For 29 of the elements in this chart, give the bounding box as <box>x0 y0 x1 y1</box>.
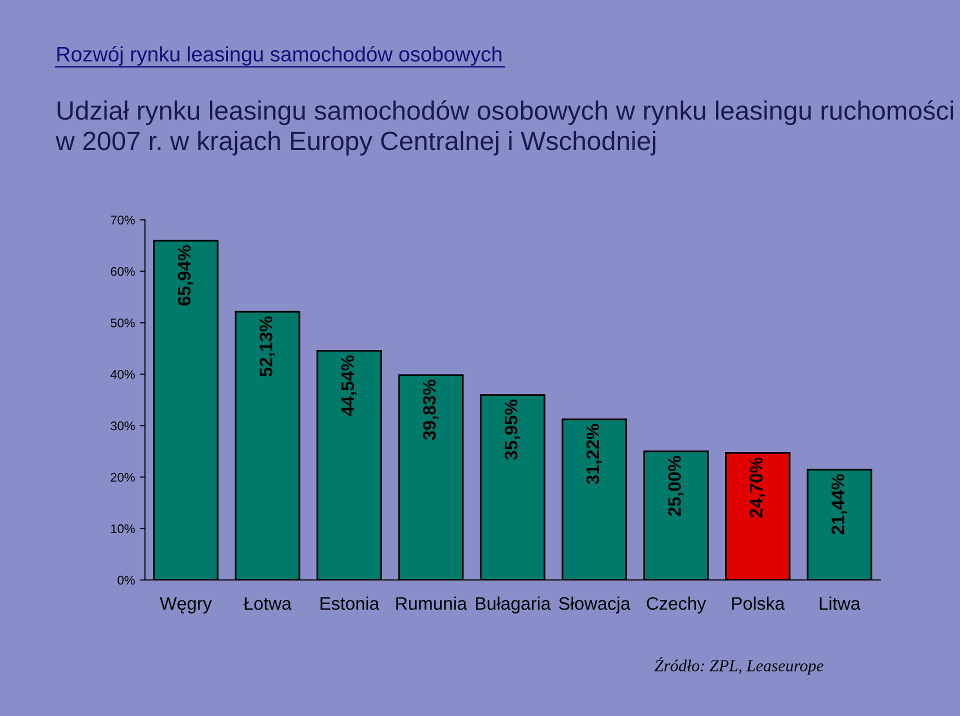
x-tick-label: Czechy <box>646 596 706 614</box>
y-tick-label: 20% <box>110 472 135 482</box>
x-tick-label: Rumunia <box>396 596 468 610</box>
data-label: 44,54% <box>341 355 357 416</box>
data-label: 24,70% <box>750 457 766 518</box>
data-label: 25,00% <box>668 456 684 516</box>
data-label: 31,22% <box>586 424 602 484</box>
y-tick-label: 10% <box>111 524 135 534</box>
y-tick-label: 30% <box>110 421 135 430</box>
chart-subtitle: Udział rynku leasingu samochodów osobowych w rynku leasingu ruchomości w 2007 r. w krajach Europy Centralnej i Wschodniej <box>56 100 954 156</box>
y-tick-label: 50% <box>110 318 135 328</box>
x-tick-label: Estonia <box>320 596 380 610</box>
y-tick-label: 60% <box>110 267 135 276</box>
x-tick-label: Bułagaria <box>476 596 551 614</box>
x-tick-label: Łotwa <box>244 597 292 610</box>
x-tick-label: Polska <box>732 596 785 610</box>
y-tick-label: 70% <box>110 216 135 224</box>
data-label: 35,95% <box>504 400 520 460</box>
text: Źródło: ZPL, Leaseurope <box>654 656 824 675</box>
y-tick-label: 0% <box>118 576 135 585</box>
data-label: 21,44% <box>832 474 847 534</box>
data-label: 65,94% <box>178 245 194 306</box>
x-tick-label: Litwa <box>820 596 861 610</box>
data-label: 39,83% <box>422 380 438 440</box>
data-label: 52,13% <box>260 316 275 377</box>
x-tick-label: Węgry <box>160 597 212 614</box>
chart-title: Rozwój rynku leasingu samochodów osobowych <box>57 46 502 66</box>
x-tick-label: Słowacja <box>559 596 630 614</box>
y-tick-label: 40% <box>110 370 135 379</box>
